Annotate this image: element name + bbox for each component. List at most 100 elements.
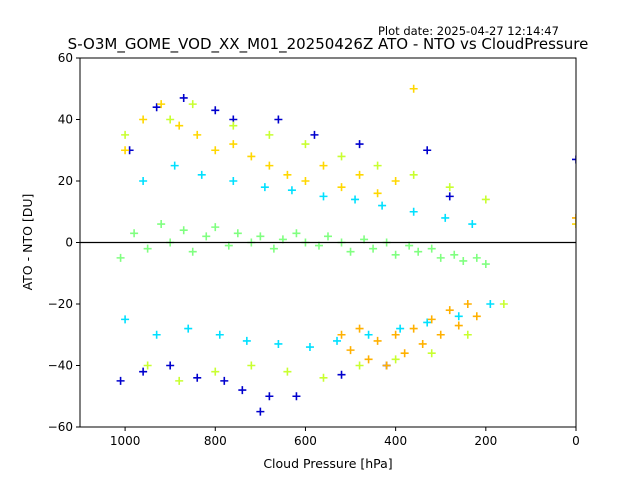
data-point <box>337 330 346 339</box>
data-point <box>391 330 400 339</box>
data-point <box>333 336 342 345</box>
data-point <box>427 315 436 324</box>
data-point <box>400 349 409 358</box>
x-tick-label: 1000 <box>110 434 141 448</box>
data-point <box>337 152 346 161</box>
data-point <box>121 315 130 324</box>
data-point <box>184 324 193 333</box>
data-point <box>436 253 445 262</box>
data-point <box>499 300 508 308</box>
x-tick-label: 200 <box>474 434 497 448</box>
y-tick-label: −40 <box>48 359 73 373</box>
data-point <box>188 247 197 256</box>
data-point <box>179 93 188 102</box>
data-point <box>445 192 454 201</box>
data-point <box>481 260 490 269</box>
x-tick-label: 0 <box>572 434 580 448</box>
data-point <box>310 130 319 139</box>
data-point <box>373 161 382 170</box>
x-tick-label: 800 <box>204 434 227 448</box>
data-point <box>472 312 481 321</box>
y-tick-label: 0 <box>65 236 73 250</box>
data-point <box>423 146 432 155</box>
data-point <box>211 146 220 155</box>
data-point <box>157 100 166 109</box>
data-point <box>454 312 463 321</box>
data-point <box>409 207 418 216</box>
data-point <box>152 103 161 112</box>
y-tick-label: 40 <box>58 113 73 127</box>
data-point <box>211 223 220 232</box>
data-point <box>373 189 382 198</box>
y-tick-label: 20 <box>58 174 73 188</box>
data-point <box>256 232 265 241</box>
data-point <box>229 140 238 149</box>
data-point <box>265 130 274 139</box>
data-point <box>175 121 184 130</box>
data-point <box>346 346 355 355</box>
data-point <box>346 247 355 256</box>
data-point <box>414 247 423 256</box>
data-point <box>292 229 301 238</box>
data-point <box>193 130 202 139</box>
data-point <box>256 407 265 416</box>
data-point <box>247 361 256 370</box>
data-point <box>193 373 202 382</box>
data-point <box>170 161 179 170</box>
y-axis-label: ATO - NTO [DU] <box>20 194 35 291</box>
data-point <box>481 195 490 204</box>
data-point <box>409 324 418 333</box>
data-point <box>143 244 152 253</box>
data-point <box>454 321 463 330</box>
data-point <box>319 373 328 382</box>
data-point <box>409 84 418 93</box>
data-point <box>463 330 472 339</box>
data-point <box>319 192 328 201</box>
data-point <box>441 213 450 222</box>
data-point <box>202 232 211 241</box>
data-point <box>179 226 188 235</box>
data-point <box>382 361 391 370</box>
data-point <box>378 201 387 210</box>
data-point <box>337 183 346 192</box>
data-point <box>445 306 454 315</box>
data-points <box>116 84 576 416</box>
data-point <box>269 244 278 253</box>
data-point <box>152 330 161 339</box>
data-point <box>301 177 310 185</box>
data-point <box>486 300 495 308</box>
data-point <box>283 170 292 179</box>
data-point <box>157 220 166 229</box>
data-point <box>220 376 229 385</box>
data-point <box>391 177 400 185</box>
data-point <box>301 140 310 149</box>
data-point <box>305 343 314 352</box>
data-point <box>166 115 175 124</box>
data-point <box>143 361 152 370</box>
data-point <box>436 330 445 339</box>
data-point <box>364 355 373 364</box>
data-point <box>139 367 148 376</box>
data-point <box>116 376 125 385</box>
data-point <box>572 155 576 164</box>
data-point <box>459 256 468 265</box>
y-axis: 60 40 20 0 −20 −40 −60 <box>48 51 80 434</box>
plot-date: Plot date: 2025-04-27 12:14:47 <box>378 24 559 38</box>
data-point <box>463 300 472 308</box>
data-point <box>260 183 269 192</box>
data-point <box>391 250 400 259</box>
data-point <box>274 339 283 348</box>
data-point <box>121 146 130 155</box>
data-point <box>355 324 364 333</box>
data-point <box>139 177 148 185</box>
data-point <box>139 115 148 124</box>
data-point <box>242 336 251 345</box>
data-point <box>351 195 360 204</box>
data-point <box>166 361 175 370</box>
data-point <box>445 183 454 192</box>
data-point <box>418 339 427 348</box>
data-point <box>247 152 256 161</box>
data-point <box>211 367 220 376</box>
data-point <box>229 121 238 130</box>
